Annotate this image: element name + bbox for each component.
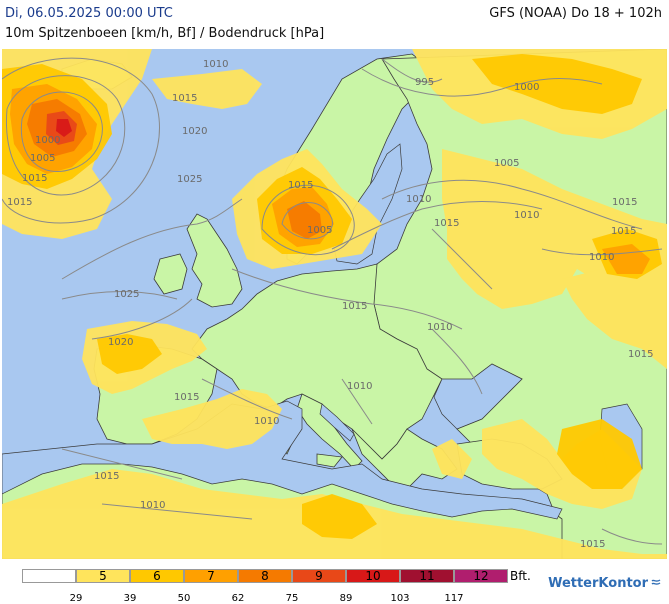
isobar-label: 1015 <box>174 392 199 403</box>
adriatic-sea <box>319 403 355 442</box>
isobar-label: 1005 <box>30 153 55 164</box>
isobar-labels: 1010 1015 1020 1000 1005 1015 1015 1025 … <box>7 59 653 550</box>
gust10-atlantic-low <box>56 119 72 137</box>
isobar-1015-southeast <box>431 228 493 290</box>
isobar-label: 1005 <box>494 158 519 169</box>
isobar-atlantic-low-outer <box>2 57 160 224</box>
isobar-label: 1025 <box>114 289 139 300</box>
valid-time: Di, 06.05.2025 00:00 UTC <box>5 6 173 21</box>
isobar-1005-baltic <box>331 201 543 250</box>
isobar-label: 1010 <box>203 59 228 70</box>
isobar-label: 1010 <box>589 252 614 263</box>
isobar-label: 1015 <box>342 301 367 312</box>
gust-west-med <box>142 389 282 449</box>
gust6-russia-north <box>472 54 642 114</box>
model-run: GFS (NOAA) Do 18 + 102h <box>489 6 662 21</box>
gust6-iberia <box>97 334 162 374</box>
weather-map: 1010 1015 1020 1000 1005 1015 1015 1025 … <box>2 49 667 559</box>
isobar-label: 1015 <box>94 471 119 482</box>
isobar-label: 1015 <box>22 173 47 184</box>
isobar-1015-east-far <box>541 248 663 256</box>
legend-threshold: 50 <box>177 593 191 604</box>
legend-cell-bft7: 7 <box>184 569 238 583</box>
isobar-norway-low-outer <box>261 184 355 256</box>
legend-cell-bft10: 10 <box>346 569 400 583</box>
legend-cell-bft8: 8 <box>238 569 292 583</box>
isobar-1010-black <box>431 328 483 395</box>
land-sicily <box>316 453 343 468</box>
isobar-label: 1025 <box>177 174 202 185</box>
land-ireland <box>153 253 188 295</box>
isobar-label: 1010 <box>140 500 165 511</box>
legend-cell-bft4 <box>22 569 76 583</box>
isobar-1010-africa <box>101 503 253 520</box>
legend-threshold: 117 <box>444 593 464 604</box>
land-great-britain <box>186 213 243 308</box>
parameter-title: 10m Spitzenboeen [km/h, Bf] / Bodendruck… <box>5 26 325 41</box>
isobar-label: 1020 <box>182 126 207 137</box>
isobar-label: 1015 <box>434 218 459 229</box>
gust6-africa <box>302 494 377 539</box>
isobar-label: 1000 <box>35 135 60 146</box>
isobar-label: 1015 <box>172 93 197 104</box>
legend-cell-bft9: 9 <box>292 569 346 583</box>
isobar-1025-atlantic-south <box>61 291 178 300</box>
isobar-label: 1015 <box>628 349 653 360</box>
legend-threshold: 29 <box>69 593 83 604</box>
legend-threshold: 89 <box>339 593 353 604</box>
isobar-atlantic-low-inner <box>20 91 103 173</box>
isobar-1015-caspian <box>601 528 663 545</box>
isobar-1000-north <box>361 68 603 97</box>
legend-cell-bft12: 12 <box>454 569 508 583</box>
mediterranean-sea <box>2 400 563 520</box>
brand-name: WetterKontor <box>548 576 648 591</box>
isobar-label: 1010 <box>406 194 431 205</box>
isobar-1015-africa <box>61 448 183 480</box>
map-canvas: 1010 1015 1020 1000 1005 1015 1015 1025 … <box>2 49 667 559</box>
isobar-label: 1010 <box>427 322 452 333</box>
isobar-1010-med <box>201 378 293 420</box>
legend-cell-bft6: 6 <box>130 569 184 583</box>
isobar-label: 995 <box>415 77 434 88</box>
isobar-label: 1005 <box>307 225 332 236</box>
legend-cell-bft11: 11 <box>400 569 454 583</box>
black-sea <box>433 363 523 430</box>
isobar-label: 1015 <box>7 197 32 208</box>
isobar-label: 1015 <box>612 197 637 208</box>
isobar-label: 1015 <box>611 226 636 237</box>
isobar-norway-low-inner <box>281 202 333 240</box>
gust-bft10 <box>56 119 72 137</box>
legend-unit: Bft. <box>510 569 531 583</box>
isobar-label: 1010 <box>347 381 372 392</box>
legend-threshold: 75 <box>285 593 299 604</box>
legend-threshold: 62 <box>231 593 245 604</box>
gust-aegean <box>432 439 472 479</box>
gust-russia-east <box>562 264 667 369</box>
gust8-norway <box>287 201 322 239</box>
legend-threshold: 103 <box>390 593 410 604</box>
isobar-1025-atlantic <box>61 198 243 280</box>
isobar-1010-east <box>381 179 643 230</box>
wave-icon <box>651 579 661 585</box>
map-header: Di, 06.05.2025 00:00 UTC 10m Spitzenboee… <box>0 0 669 48</box>
legend-threshold: 39 <box>123 593 137 604</box>
isobar-label: 1010 <box>254 416 279 427</box>
isobar-atlantic-low-mid <box>5 75 126 196</box>
legend-cell-bft5: 5 <box>76 569 130 583</box>
isobars <box>2 57 663 545</box>
isobar-label: 1010 <box>514 210 539 221</box>
isobar-label: 1000 <box>514 82 539 93</box>
isobar-label: 1015 <box>288 180 313 191</box>
gust6-eastmed <box>557 419 642 489</box>
isobar-1015-central <box>231 268 463 330</box>
gust-arctic-west <box>152 69 262 109</box>
isobar-1020 <box>91 298 193 340</box>
wetterkontor-logo[interactable]: WetterKontor <box>548 576 661 591</box>
isobar-label: 1020 <box>108 337 133 348</box>
isobar-1015-greece <box>341 378 373 425</box>
isobar-label: 1015 <box>580 539 605 550</box>
legend: 5 6 7 8 9 10 11 12 Bft. 29 39 50 62 75 8… <box>0 562 669 604</box>
isobar-995-north <box>381 58 443 83</box>
